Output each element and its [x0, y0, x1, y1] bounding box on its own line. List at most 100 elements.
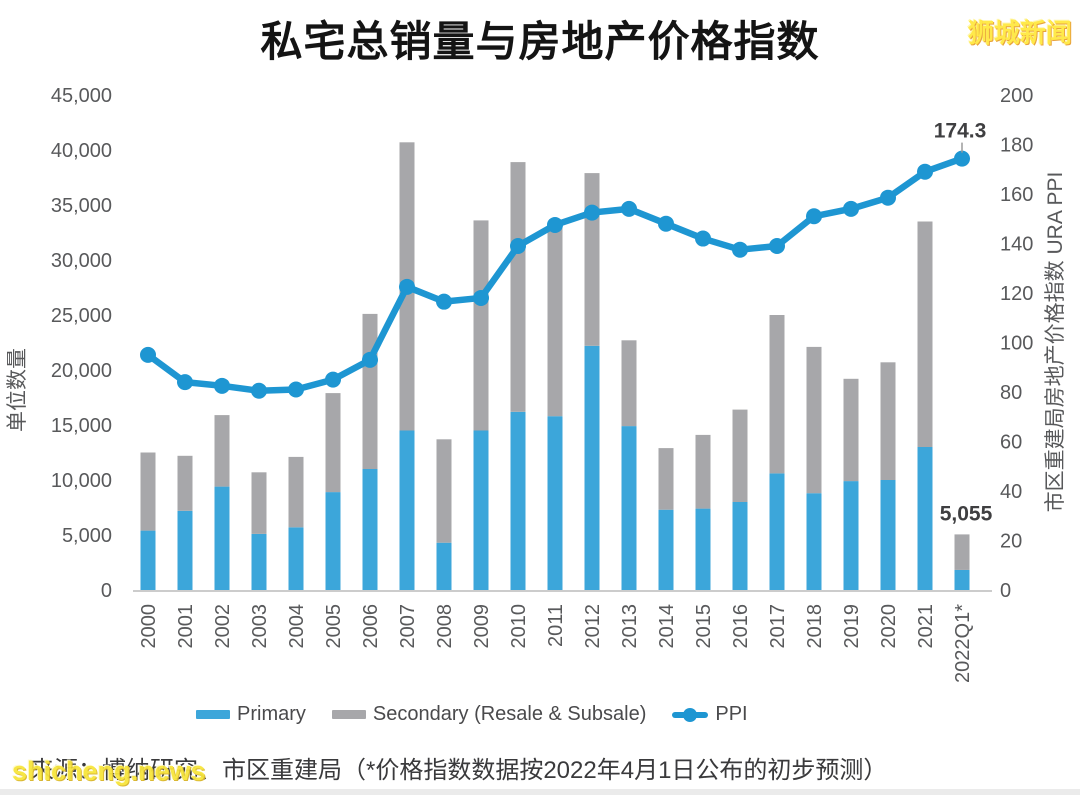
- bar-primary-2001: [177, 510, 193, 590]
- bar-primary-2000: [140, 530, 156, 590]
- bar-secondary-2011: [547, 225, 563, 417]
- x-axis-label-2007: 2007: [397, 604, 419, 649]
- bar-secondary-2004: [288, 456, 304, 528]
- bar-primary-2020: [880, 480, 896, 590]
- bar-secondary-2012: [584, 173, 600, 346]
- bar-secondary-2021: [917, 221, 933, 447]
- bar-primary-2016: [732, 502, 748, 590]
- bar-primary-2010: [510, 411, 526, 590]
- x-axis-label-2000: 2000: [138, 604, 160, 649]
- annotation-sales-latest: 5,055: [940, 502, 993, 525]
- x-axis-label-2021: 2021: [915, 604, 937, 649]
- legend-label-secondary: Secondary (Resale & Subsale): [372, 703, 647, 725]
- ppi-marker-2004: [288, 381, 304, 398]
- bar-primary-2003: [251, 533, 267, 590]
- ppi-marker-2016: [732, 241, 748, 258]
- x-axis-label-2013: 2013: [619, 604, 641, 649]
- x-axis-label-2003: 2003: [249, 604, 271, 649]
- x-axis-label-2020: 2020: [878, 604, 900, 649]
- chart-title: 私宅总销量与房地产价格指数: [260, 18, 820, 65]
- bar-secondary-2017: [769, 315, 785, 474]
- ppi-marker-2022Q1*: [954, 150, 970, 167]
- bottom-edge-strip: [0, 789, 1080, 795]
- bar-primary-2006: [362, 469, 378, 590]
- right-axis-tick-label: 0: [1000, 580, 1011, 602]
- bar-secondary-2000: [140, 452, 156, 531]
- bar-secondary-2015: [695, 434, 711, 509]
- x-axis-label-2009: 2009: [471, 604, 493, 649]
- chart-legend: Primary Secondary (Resale & Subsale) PPI: [196, 703, 748, 726]
- site-watermark-top: 狮城新闻: [967, 18, 1072, 48]
- x-axis-label-2001: 2001: [175, 604, 197, 649]
- bar-primary-2012: [584, 345, 600, 590]
- ppi-marker-2013: [621, 200, 637, 217]
- right-axis-title: 市区重建局房地产价格指数 URA PPI: [1044, 172, 1067, 513]
- bar-primary-2008: [436, 542, 452, 590]
- bar-secondary-2005: [325, 393, 341, 493]
- x-axis-label-2014: 2014: [656, 604, 678, 649]
- bar-secondary-2013: [621, 340, 637, 427]
- x-axis-label-2004: 2004: [286, 604, 308, 649]
- annotation-ppi-latest: 174.3: [934, 120, 987, 143]
- ppi-marker-2021: [917, 163, 933, 180]
- ppi-marker-2000: [140, 346, 156, 363]
- bar-secondary-2010: [510, 162, 526, 412]
- bar-primary-2022Q1*: [954, 569, 970, 590]
- bar-secondary-2019: [843, 378, 859, 482]
- bar-primary-2002: [214, 486, 230, 590]
- ppi-line-swatch-icon: [672, 707, 709, 722]
- ppi-marker-2008: [436, 293, 452, 310]
- ppi-marker-2009: [473, 289, 489, 306]
- left-axis-tick-label: 0: [101, 580, 112, 602]
- x-axis-label-2005: 2005: [323, 604, 345, 649]
- bar-primary-2004: [288, 527, 304, 590]
- ppi-marker-2007: [399, 278, 415, 295]
- right-axis-tick-label: 140: [1000, 234, 1033, 256]
- secondary-swatch-icon: [331, 710, 366, 719]
- ppi-marker-2001: [177, 374, 193, 391]
- left-axis-tick-label: 40,000: [51, 140, 112, 162]
- left-axis-title: 单位数量: [6, 348, 29, 432]
- ppi-marker-2019: [843, 200, 859, 217]
- legend-item-secondary: Secondary (Resale & Subsale): [331, 703, 647, 726]
- right-axis-tick-label: 200: [1000, 85, 1033, 107]
- x-axis-label-2012: 2012: [582, 604, 604, 649]
- right-axis-tick-label: 180: [1000, 135, 1033, 157]
- right-axis-tick-label: 100: [1000, 333, 1033, 355]
- bar-primary-2017: [769, 473, 785, 590]
- left-axis-tick-label: 45,000: [51, 85, 112, 107]
- ppi-marker-2020: [880, 189, 896, 206]
- x-axis-label-2017: 2017: [767, 604, 789, 649]
- ppi-marker-2017: [769, 237, 785, 254]
- left-axis-tick-label: 30,000: [51, 250, 112, 272]
- ppi-marker-2002: [214, 377, 230, 394]
- bar-secondary-2016: [732, 409, 748, 502]
- x-axis-label-2016: 2016: [730, 604, 752, 649]
- bar-primary-2005: [325, 492, 341, 590]
- bar-primary-2009: [473, 430, 489, 590]
- right-axis-tick-label: 40: [1000, 481, 1022, 503]
- left-axis-tick-label: 10,000: [51, 470, 112, 492]
- left-axis-tick-label: 5,000: [62, 525, 112, 547]
- bar-secondary-2008: [436, 439, 452, 543]
- left-axis-tick-label: 25,000: [51, 305, 112, 327]
- x-axis-label-2011: 2011: [545, 604, 567, 647]
- x-axis-label-2019: 2019: [841, 604, 863, 649]
- bar-secondary-2014: [658, 448, 674, 510]
- bar-primary-2018: [806, 493, 822, 590]
- left-axis-tick-label: 35,000: [51, 195, 112, 217]
- legend-label-ppi: PPI: [715, 703, 748, 725]
- x-axis-label-2015: 2015: [693, 604, 715, 649]
- site-watermark-bottom: shicheng.news: [12, 756, 206, 786]
- bar-secondary-2020: [880, 362, 896, 480]
- primary-swatch-icon: [196, 710, 230, 719]
- bar-secondary-2018: [806, 346, 822, 494]
- ppi-marker-2003: [251, 382, 267, 399]
- right-axis-tick-label: 80: [1000, 382, 1022, 404]
- right-axis-tick-label: 60: [1000, 432, 1022, 454]
- bar-primary-2021: [917, 447, 933, 590]
- right-axis-tick-label: 120: [1000, 283, 1033, 305]
- x-axis-label-2018: 2018: [804, 604, 826, 649]
- left-axis-tick-label: 20,000: [51, 360, 112, 382]
